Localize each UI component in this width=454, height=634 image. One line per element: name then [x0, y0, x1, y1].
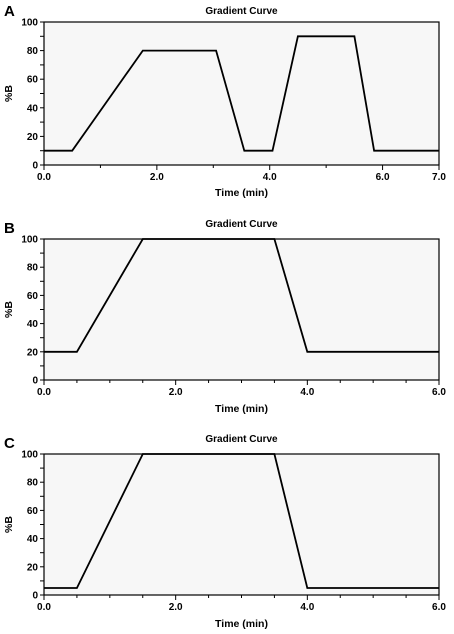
chart-title: Gradient Curve — [205, 434, 278, 445]
y-tick-label: 100 — [21, 450, 38, 461]
chart-title: Gradient Curve — [205, 6, 278, 17]
y-tick-label: 40 — [27, 103, 39, 114]
x-tick-label: 6.0 — [432, 387, 446, 398]
chart-panel-a: A Gradient Curve 0 20 40 60 80 100 0.0 2.0 4.0 6.0 7… — [3, 3, 446, 199]
x-tick-label: 0.0 — [37, 172, 51, 183]
y-tick-label: 20 — [27, 132, 39, 143]
y-tick-label: 20 — [27, 347, 39, 358]
x-tick-label: 2.0 — [150, 172, 164, 183]
plot-area — [43, 453, 440, 596]
x-tick-label: 0.0 — [37, 602, 51, 613]
x-tick-label: 4.0 — [263, 172, 277, 183]
series-line-0 — [44, 238, 439, 353]
y-tick-label: 100 — [21, 18, 38, 29]
x-tick-label: 4.0 — [300, 387, 314, 398]
y-axis-label: %B — [3, 516, 15, 533]
x-tick-label: 4.0 — [300, 602, 314, 613]
x-tick-label: 0.0 — [37, 387, 51, 398]
panel-letter: B — [4, 220, 15, 237]
x-tick-label: 2.0 — [169, 387, 183, 398]
y-tick-label: 100 — [21, 235, 38, 246]
y-tick-label: 0 — [32, 376, 38, 387]
y-tick-label: 80 — [27, 478, 39, 489]
y-tick-label: 60 — [27, 291, 39, 302]
y-tick-label: 20 — [27, 562, 39, 573]
y-tick-label: 40 — [27, 319, 39, 330]
x-tick-label: 7.0 — [432, 172, 446, 183]
y-tick-label: 80 — [27, 263, 39, 274]
chart-panel-c: C Gradient Curve 0 20 40 60 80 100 0.0 2.0 4.0 6.0 T… — [3, 434, 446, 630]
x-axis-label: Time (min) — [215, 618, 268, 630]
x-tick-label: 2.0 — [169, 602, 183, 613]
panel-letter: A — [4, 3, 15, 20]
panel-letter: C — [4, 435, 15, 452]
series-line-0 — [44, 453, 439, 589]
plot-area — [43, 238, 440, 381]
y-axis-label: %B — [3, 301, 15, 318]
y-tick-label: 40 — [27, 534, 39, 545]
series-line-0 — [44, 35, 439, 152]
y-tick-label: 60 — [27, 75, 39, 86]
chart-panel-b: B Gradient Curve 0 20 40 60 80 100 0.0 2.0 4.0 6.0 T… — [3, 219, 446, 415]
y-tick-label: 60 — [27, 506, 39, 517]
x-tick-label: 6.0 — [432, 602, 446, 613]
y-tick-label: 0 — [32, 591, 38, 602]
chart-title: Gradient Curve — [205, 219, 278, 230]
x-axis-label: Time (min) — [215, 403, 268, 415]
x-axis-label: Time (min) — [215, 187, 268, 199]
y-tick-label: 80 — [27, 46, 39, 57]
y-axis-label: %B — [3, 85, 15, 102]
y-tick-label: 0 — [32, 161, 38, 172]
x-tick-label: 6.0 — [376, 172, 390, 183]
